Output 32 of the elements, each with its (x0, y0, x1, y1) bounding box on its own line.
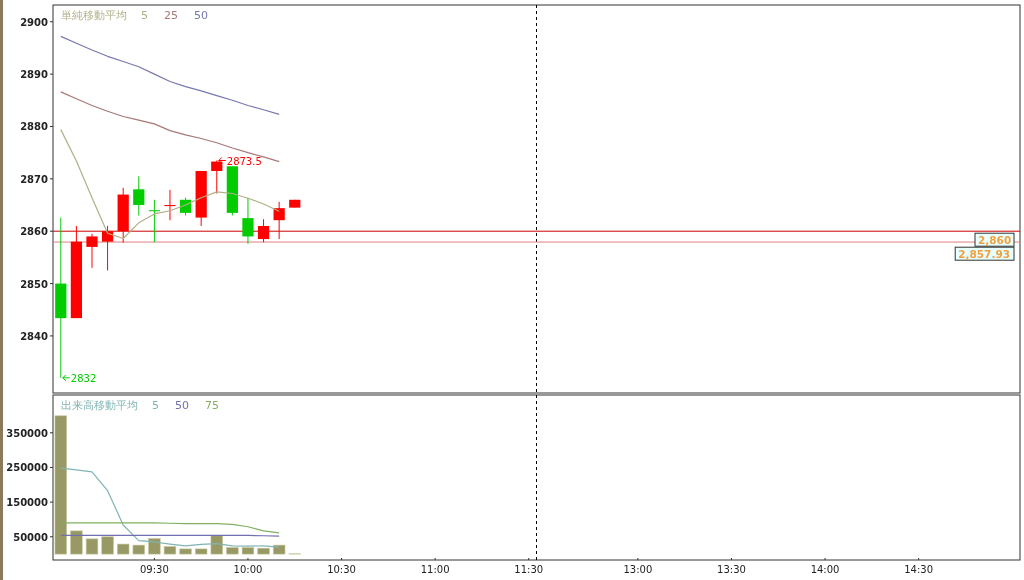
y-tick-label: 2890 (20, 69, 49, 81)
text: 50 (194, 9, 208, 22)
ref-line-label: 2,860 (978, 233, 1012, 246)
y-tick-label: 2870 (20, 173, 49, 185)
x-tick-label: 11:00 (420, 564, 450, 575)
text: 50 (175, 399, 189, 412)
y-tick-label: 2880 (20, 121, 49, 133)
y-tick-label: 50000 (13, 531, 49, 543)
x-tick-label: 11:30 (514, 564, 544, 575)
x-tick-label: 10:30 (327, 564, 356, 575)
annotation: 2873.5 (226, 155, 262, 167)
x-tick-label: 09:30 (139, 564, 169, 575)
legend-title: 単純移動平均 (61, 9, 127, 22)
x-tick-label: 13:00 (623, 564, 653, 575)
text: 75 (205, 399, 219, 412)
y-tick-label: 2900 (20, 16, 49, 28)
y-tick-label: 150000 (6, 497, 49, 509)
x-tick-label: 13:30 (717, 564, 746, 575)
x-tick-label: 10:00 (233, 564, 263, 575)
legend-title: 出来高移動平均 (61, 399, 138, 412)
ref-line-label: 2,857.93 (958, 247, 1011, 260)
y-tick-label: 250000 (6, 462, 49, 474)
x-tick-label: 14:00 (810, 564, 840, 575)
annotation: 2832 (70, 372, 97, 384)
y-tick-label: 2850 (20, 278, 49, 290)
y-tick-label: 2840 (20, 330, 49, 342)
text: 5 (141, 9, 148, 22)
text: 5 (152, 399, 159, 412)
y-tick-label: 350000 (6, 427, 49, 439)
text: 25 (164, 9, 178, 22)
x-tick-label: 14:30 (904, 564, 934, 575)
y-tick-label: 2860 (20, 226, 49, 238)
